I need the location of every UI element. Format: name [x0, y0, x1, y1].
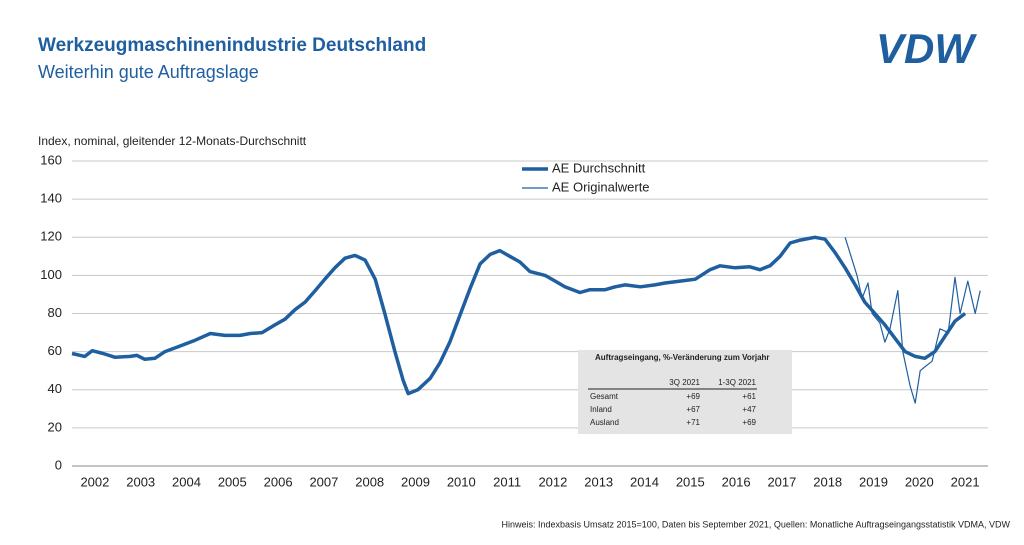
- y-tick-label: 100: [40, 267, 62, 282]
- series-line: [844, 237, 981, 404]
- footnote: Hinweis: Indexbasis Umsatz 2015=100, Dat…: [501, 519, 1010, 529]
- x-tick-label: 2006: [264, 474, 293, 489]
- table-cell: +47: [742, 405, 756, 414]
- y-tick-label: 0: [55, 457, 62, 472]
- x-tick-label: 2020: [905, 474, 934, 489]
- x-tick-label: 2017: [767, 474, 796, 489]
- table-cell: Inland: [590, 405, 612, 414]
- legend-label: AE Originalwerte: [552, 179, 650, 194]
- table-cell: +67: [686, 405, 700, 414]
- table-header: 3Q 2021: [669, 378, 700, 387]
- x-tick-label: 2019: [859, 474, 888, 489]
- subtitle: Weiterhin gute Auftragslage: [38, 62, 259, 82]
- y-tick-label: 60: [48, 343, 62, 358]
- x-tick-label: 2007: [309, 474, 338, 489]
- table-box: [578, 350, 792, 434]
- y-axis-label: Index, nominal, gleitender 12-Monats-Dur…: [38, 134, 307, 148]
- x-tick-label: 2002: [80, 474, 109, 489]
- x-tick-label: 2004: [172, 474, 201, 489]
- table-cell: Ausland: [590, 418, 619, 427]
- y-tick-label: 120: [40, 229, 62, 244]
- logo: VDW: [876, 25, 977, 72]
- table-cell: +69: [686, 392, 700, 401]
- legend-label: AE Durchschnitt: [552, 160, 646, 175]
- table-cell: Gesamt: [590, 392, 619, 401]
- x-tick-label: 2016: [722, 474, 751, 489]
- table-header: 1-3Q 2021: [718, 378, 756, 387]
- x-tick-label: 2018: [813, 474, 842, 489]
- y-tick-label: 160: [40, 152, 62, 167]
- y-tick-label: 40: [48, 381, 62, 396]
- x-tick-label: 2013: [584, 474, 613, 489]
- table-cell: +69: [742, 418, 756, 427]
- series-line: [71, 235, 967, 396]
- table-cell: +61: [742, 392, 756, 401]
- x-tick-label: 2014: [630, 474, 659, 489]
- y-tick-label: 20: [48, 419, 62, 434]
- x-tick-label: 2012: [538, 474, 567, 489]
- x-tick-label: 2008: [355, 474, 384, 489]
- x-tick-label: 2015: [676, 474, 705, 489]
- x-tick-label: 2005: [218, 474, 247, 489]
- x-tick-label: 2011: [493, 474, 521, 489]
- y-tick-label: 140: [40, 191, 62, 206]
- x-tick-label: 2021: [951, 474, 980, 489]
- x-tick-label: 2009: [401, 474, 430, 489]
- table-title: Auftragseingang, %-Veränderung zum Vorja…: [595, 353, 770, 362]
- y-tick-label: 80: [48, 305, 62, 320]
- x-tick-label: 2010: [447, 474, 476, 489]
- x-tick-label: 2003: [126, 474, 155, 489]
- title: Werkzeugmaschinenindustrie Deutschland: [38, 35, 426, 56]
- table-cell: +71: [686, 418, 700, 427]
